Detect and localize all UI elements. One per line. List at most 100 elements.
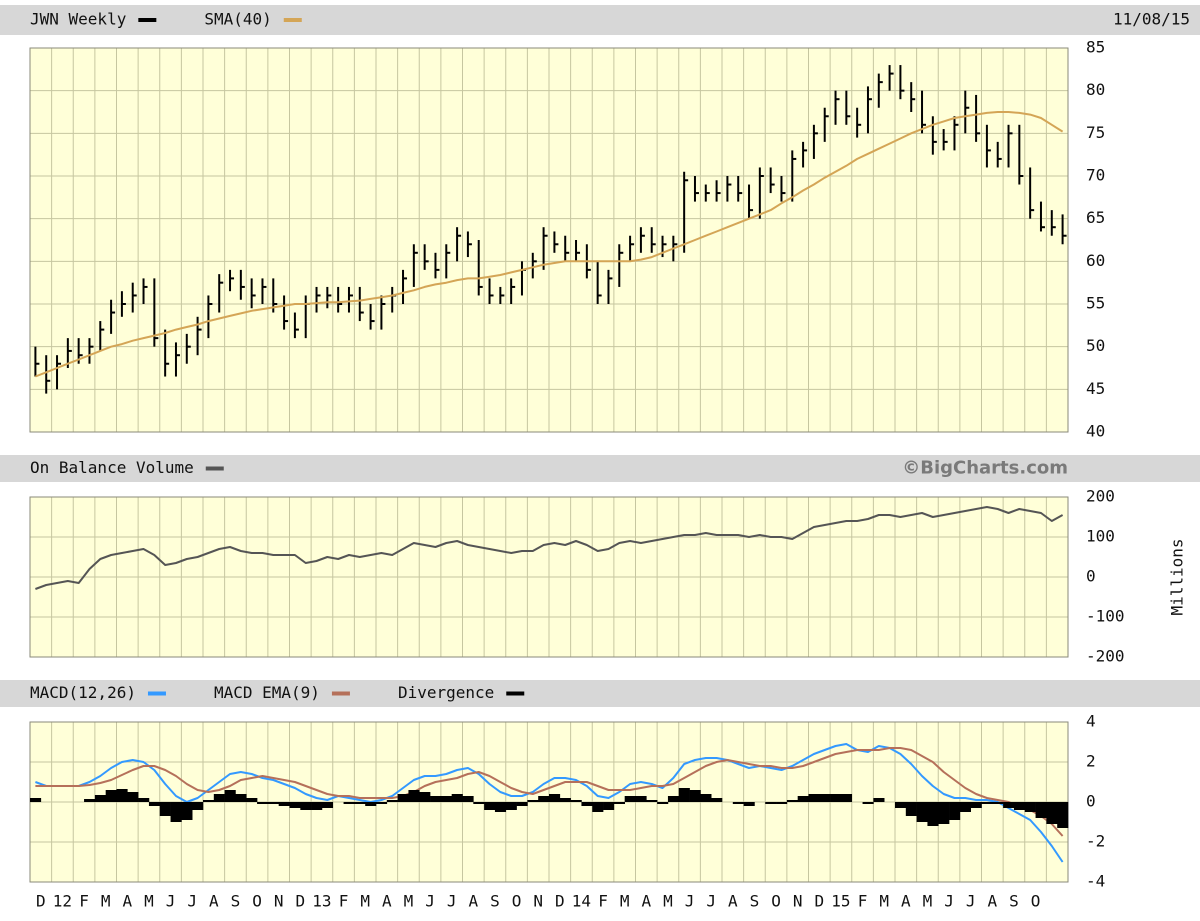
x-tick-label: S: [231, 892, 241, 911]
divergence-bar: [635, 796, 647, 802]
divergence-bar: [213, 794, 225, 802]
divergence-bar: [365, 802, 377, 806]
x-tick-label: F: [79, 892, 89, 911]
divergence-bar: [603, 802, 615, 810]
divergence-bar: [657, 802, 669, 804]
divergence-bar: [30, 798, 42, 802]
x-tick-label: M: [663, 892, 673, 911]
x-tick-label: 12: [53, 892, 72, 911]
divergence-bar: [289, 802, 301, 808]
divergence-bar: [916, 802, 928, 822]
divergence-bar: [970, 802, 982, 808]
divergence-bar: [408, 790, 420, 802]
divergence-bar: [927, 802, 939, 826]
divergence-bar: [451, 794, 463, 802]
divergence-bar: [354, 802, 366, 804]
x-tick-label: A: [728, 892, 738, 911]
divergence-bar: [267, 802, 279, 804]
y-tick-label: 80: [1086, 80, 1105, 99]
y-tick-label: 45: [1086, 379, 1105, 398]
divergence-bar: [624, 796, 636, 802]
divergence-bar: [581, 802, 593, 806]
divergence-bar: [224, 790, 236, 802]
divergence-bar: [549, 794, 561, 802]
divergence-bar: [527, 800, 539, 802]
legend-label: JWN Weekly: [30, 10, 127, 29]
x-tick-label: J: [425, 892, 435, 911]
divergence-bar: [819, 794, 831, 802]
divergence-bar: [646, 800, 658, 802]
y-tick-label: 0: [1086, 792, 1096, 811]
divergence-bar: [127, 792, 139, 802]
divergence-bar: [830, 794, 842, 802]
divergence-bar: [840, 794, 853, 802]
plot-border: [29, 496, 1069, 658]
y-tick-label: 2: [1086, 752, 1096, 771]
watermark: ©BigCharts.com: [902, 458, 1068, 479]
x-tick-label: M: [360, 892, 370, 911]
divergence-bar: [376, 802, 388, 804]
series-line: [35, 747, 1064, 837]
x-tick-label: J: [944, 892, 954, 911]
divergence-bar: [592, 802, 604, 812]
x-tick-label: F: [339, 892, 349, 911]
x-tick-label: D: [36, 892, 46, 911]
divergence-bar: [559, 798, 571, 802]
x-tick-label: J: [447, 892, 457, 911]
divergence-bar: [430, 796, 442, 802]
x-tick-label: 14: [572, 892, 591, 911]
divergence-bar: [462, 796, 474, 802]
divergence-bar: [321, 802, 334, 808]
x-tick-label: N: [274, 892, 284, 911]
divergence-bar: [484, 802, 496, 810]
x-tick-label: A: [122, 892, 132, 911]
x-tick-label: J: [685, 892, 695, 911]
divergence-bar: [700, 794, 712, 802]
x-tick-label: J: [166, 892, 176, 911]
x-tick-label: O: [1031, 892, 1041, 911]
divergence-bar: [538, 796, 550, 802]
y-tick-label: 85: [1086, 38, 1105, 57]
divergence-bar: [786, 800, 798, 802]
divergence-bar: [138, 798, 150, 802]
legend-label: MACD EMA(9): [214, 683, 320, 702]
divergence-bar: [116, 789, 128, 802]
x-tick-label: A: [987, 892, 997, 911]
divergence-bar: [981, 802, 993, 804]
y-axis-label: Millions: [1168, 538, 1187, 615]
x-tick-label: D: [555, 892, 565, 911]
x-tick-label: O: [771, 892, 781, 911]
divergence-bar: [84, 799, 96, 802]
divergence-bar: [862, 802, 874, 804]
grid: [30, 47, 1068, 433]
divergence-bar: [711, 798, 723, 802]
divergence-bar: [1057, 802, 1069, 828]
divergence-bar: [311, 802, 323, 810]
legend-label: On Balance Volume: [30, 458, 194, 477]
divergence-bar: [776, 802, 788, 804]
divergence-bar: [1035, 802, 1047, 818]
x-tick-label: N: [793, 892, 803, 911]
divergence-bar: [959, 802, 971, 812]
divergence-bar: [949, 802, 961, 820]
divergence-bar: [494, 802, 507, 812]
divergence-bar: [473, 802, 485, 804]
x-tick-label: J: [187, 892, 197, 911]
divergence-bar: [343, 802, 355, 804]
divergence-bar: [148, 802, 161, 806]
divergence-bar: [257, 802, 269, 804]
divergence-bar: [105, 790, 117, 802]
divergence-bar: [1024, 802, 1036, 812]
x-tick-label: 13: [312, 892, 331, 911]
legend-label: SMA(40): [204, 10, 271, 29]
y-tick-label: 60: [1086, 251, 1105, 270]
chart-date: 11/08/15: [1113, 10, 1190, 29]
divergence-bar: [440, 796, 452, 802]
divergence-bar: [873, 798, 885, 802]
divergence-bar: [278, 802, 290, 806]
x-tick-label: A: [468, 892, 478, 911]
x-tick-label: M: [144, 892, 154, 911]
y-tick-label: 50: [1086, 336, 1105, 355]
y-tick-label: -100: [1086, 607, 1125, 626]
x-tick-label: O: [252, 892, 262, 911]
